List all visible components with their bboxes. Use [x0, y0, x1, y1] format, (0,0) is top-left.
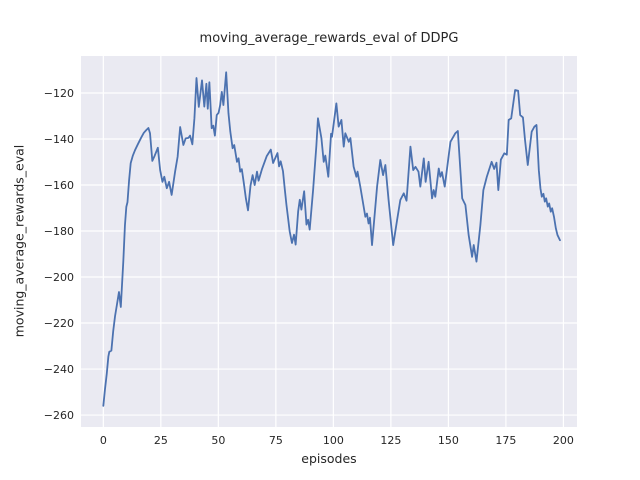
- axes-background: [81, 56, 577, 427]
- y-tick-label: −140: [44, 133, 74, 146]
- x-tick-label: 175: [495, 434, 516, 447]
- x-tick-label: 0: [100, 434, 107, 447]
- x-tick-label: 200: [553, 434, 574, 447]
- y-tick-label: −240: [44, 363, 74, 376]
- x-tick-label: 125: [380, 434, 401, 447]
- series-line: [102, 71, 561, 407]
- x-tick-label: 100: [323, 434, 344, 447]
- y-tick-label: −200: [44, 271, 74, 284]
- x-tick-label: 25: [154, 434, 168, 447]
- y-tick-label: −160: [44, 179, 74, 192]
- chart-title: moving_average_rewards_eval of DDPG: [199, 31, 459, 46]
- x-tick-label: 50: [211, 434, 225, 447]
- x-axis-label: episodes: [301, 451, 357, 466]
- y-tick-label: −120: [44, 87, 74, 100]
- x-tick-label: 150: [438, 434, 459, 447]
- y-axis-label: moving_average_rewards_eval: [11, 144, 27, 338]
- x-tick-label: 75: [269, 434, 283, 447]
- y-tick-label: −180: [44, 225, 74, 238]
- y-tick-label: −220: [44, 317, 74, 330]
- y-tick-label: −260: [44, 409, 74, 422]
